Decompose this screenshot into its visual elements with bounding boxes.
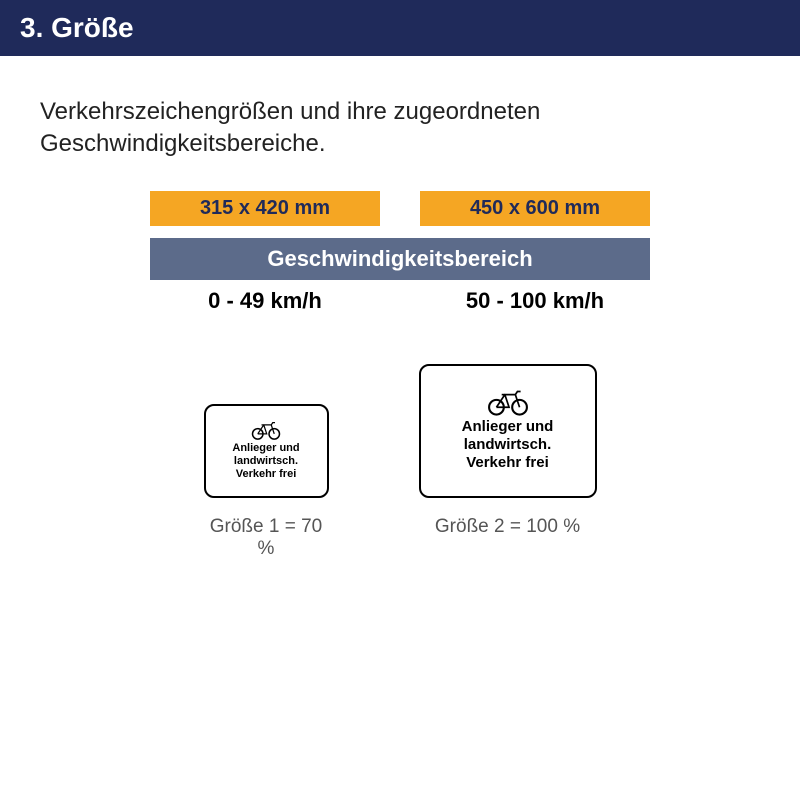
intro-text: Verkehrszeichengrößen und ihre zugeordne… (0, 56, 800, 191)
section-title: 3. Größe (20, 12, 134, 43)
caption-row: Größe 1 = 70 % Größe 2 = 100 % (60, 516, 740, 560)
bicycle-icon (251, 421, 281, 440)
speed-col-1: 0 - 49 km/h (150, 288, 380, 314)
speed-range-header: Geschwindigkeitsbereich (150, 238, 650, 280)
signs-row: Anlieger und landwirtsch. Verkehr frei A… (60, 364, 740, 498)
sign-plate-small: Anlieger und landwirtsch. Verkehr frei (204, 404, 329, 498)
size-chips-row: 315 x 420 mm 450 x 600 mm (60, 191, 740, 226)
sign-line: Anlieger und (232, 442, 299, 455)
speed-col-2: 50 - 100 km/h (420, 288, 650, 314)
sign-line: landwirtsch. (462, 436, 554, 454)
bicycle-icon (487, 389, 529, 416)
caption-2: Größe 2 = 100 % (419, 516, 597, 560)
size-chip-2: 450 x 600 mm (420, 191, 650, 226)
sign-text-large: Anlieger und landwirtsch. Verkehr frei (462, 418, 554, 472)
sign-line: Anlieger und (462, 418, 554, 436)
sign-text-small: Anlieger und landwirtsch. Verkehr frei (232, 442, 299, 480)
size-chip-1: 315 x 420 mm (150, 191, 380, 226)
sign-col-2: Anlieger und landwirtsch. Verkehr frei (419, 364, 597, 498)
sign-line: Verkehr frei (462, 454, 554, 472)
sign-col-1: Anlieger und landwirtsch. Verkehr frei (204, 404, 329, 498)
section-header: 3. Größe (0, 0, 800, 56)
content-area: 315 x 420 mm 450 x 600 mm Geschwindigkei… (0, 191, 800, 560)
sign-line: landwirtsch. (232, 455, 299, 468)
caption-1: Größe 1 = 70 % (204, 516, 329, 560)
sign-line: Verkehr frei (232, 468, 299, 481)
speed-values-row: 0 - 49 km/h 50 - 100 km/h (60, 288, 740, 314)
sign-plate-large: Anlieger und landwirtsch. Verkehr frei (419, 364, 597, 498)
